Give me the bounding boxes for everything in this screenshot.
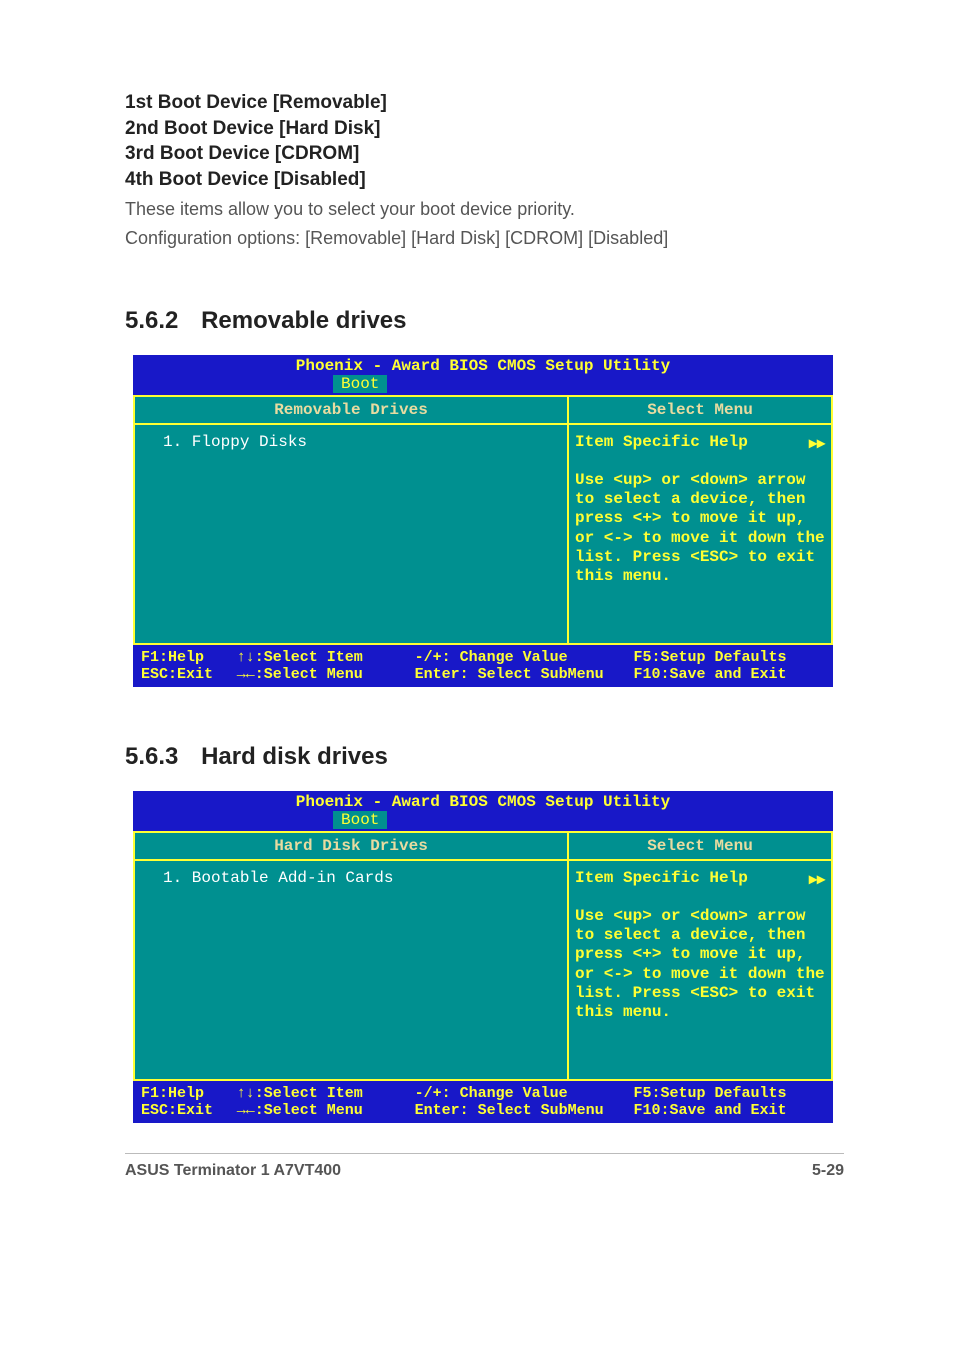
bios-title: Phoenix - Award BIOS CMOS Setup Utility (133, 791, 833, 811)
bios-right-head: Select Menu (569, 833, 831, 861)
bios-help-arrow-icon: ▸▸ (809, 433, 825, 453)
section-562-heading: 5.6.2 Removable drives (125, 307, 844, 335)
boot-device-2: 2nd Boot Device [Hard Disk] (125, 116, 844, 142)
footer-f1: F1:Help (141, 649, 237, 666)
boot-device-desc2: Configuration options: [Removable] [Hard… (125, 226, 844, 251)
footer-save-exit: F10:Save and Exit (633, 1102, 825, 1119)
section-563-heading: 5.6.3 Hard disk drives (125, 743, 844, 771)
section-562-num: 5.6.2 (125, 307, 178, 334)
bios-tab-boot[interactable]: Boot (333, 375, 387, 393)
bios-removable-item[interactable]: 1. Floppy Disks (163, 433, 567, 451)
bios-title: Phoenix - Award BIOS CMOS Setup Utility (133, 355, 833, 375)
bios-left-head: Hard Disk Drives (135, 833, 567, 861)
footer-setup-defaults: F5:Setup Defaults (633, 1085, 825, 1102)
bios-help-body: Use <up> or <down> arrow to select a dev… (575, 471, 825, 586)
bios-tabbar: Boot (133, 375, 833, 395)
bios-footer: F1:Help ESC:Exit ↑↓:Select Item →←:Selec… (133, 645, 833, 687)
footer-f1: F1:Help (141, 1085, 237, 1102)
footer-esc: ESC:Exit (141, 666, 237, 683)
bios-tabbar: Boot (133, 811, 833, 831)
footer-change-value: -/+: Change Value (415, 649, 634, 666)
footer-enter-submenu: Enter: Select SubMenu (415, 666, 634, 683)
bios-hdd-item[interactable]: 1. Bootable Add-in Cards (163, 869, 567, 887)
bios-help-heading: Item Specific Help (575, 869, 748, 889)
footer-enter-submenu: Enter: Select SubMenu (415, 1102, 634, 1119)
bios-footer: F1:Help ESC:Exit ↑↓:Select Item →←:Selec… (133, 1081, 833, 1123)
footer-select-item: ↑↓:Select Item (237, 649, 415, 666)
bios-right-head: Select Menu (569, 397, 831, 425)
page-footer: ASUS Terminator 1 A7VT400 5-29 (125, 1153, 844, 1180)
footer-change-value: -/+: Change Value (415, 1085, 634, 1102)
footer-setup-defaults: F5:Setup Defaults (633, 649, 825, 666)
boot-device-3: 3rd Boot Device [CDROM] (125, 141, 844, 167)
bios-help-body: Use <up> or <down> arrow to select a dev… (575, 907, 825, 1022)
bios-tab-boot[interactable]: Boot (333, 811, 387, 829)
bios-hdd-window: Phoenix - Award BIOS CMOS Setup Utility … (133, 791, 833, 1123)
footer-select-item: ↑↓:Select Item (237, 1085, 415, 1102)
footer-product: ASUS Terminator 1 A7VT400 (125, 1162, 341, 1180)
section-563-num: 5.6.3 (125, 743, 178, 770)
footer-save-exit: F10:Save and Exit (633, 666, 825, 683)
boot-device-4: 4th Boot Device [Disabled] (125, 167, 844, 193)
section-562-title: Removable drives (201, 307, 406, 334)
section-563-title: Hard disk drives (201, 743, 388, 770)
bios-help-arrow-icon: ▸▸ (809, 869, 825, 889)
boot-device-list: 1st Boot Device [Removable] 2nd Boot Dev… (125, 90, 844, 193)
bios-left-head: Removable Drives (135, 397, 567, 425)
boot-device-desc1: These items allow you to select your boo… (125, 197, 844, 222)
bios-removable-window: Phoenix - Award BIOS CMOS Setup Utility … (133, 355, 833, 687)
footer-select-menu: →←:Select Menu (237, 666, 415, 683)
bios-help-heading: Item Specific Help (575, 433, 748, 453)
footer-page-number: 5-29 (812, 1162, 844, 1180)
boot-device-1: 1st Boot Device [Removable] (125, 90, 844, 116)
footer-esc: ESC:Exit (141, 1102, 237, 1119)
footer-select-menu: →←:Select Menu (237, 1102, 415, 1119)
